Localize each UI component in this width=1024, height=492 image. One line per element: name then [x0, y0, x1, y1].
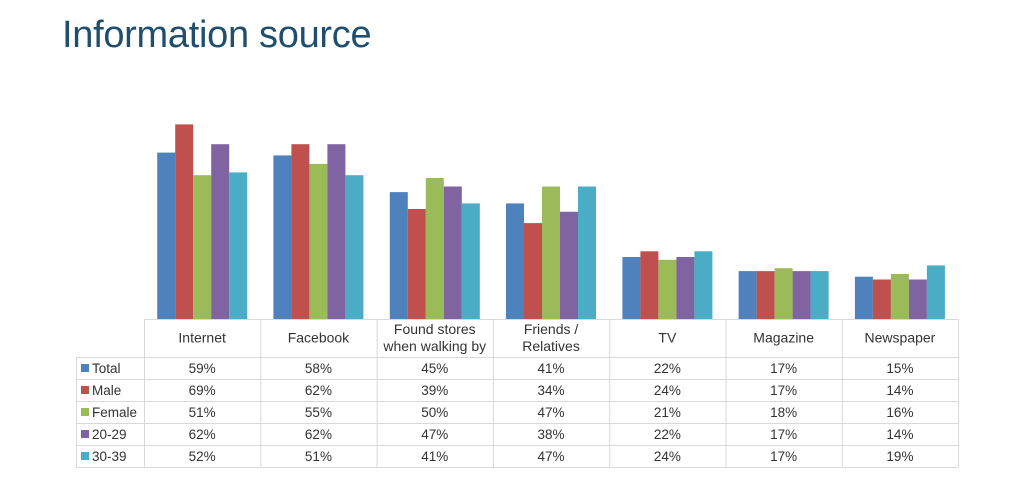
legend-key-male — [81, 386, 89, 394]
bar-facebook-female — [309, 163, 328, 319]
category-label-found-stores-when-walking-by: Found stores when walking by — [382, 321, 486, 354]
cell-male-internet: 69% — [189, 383, 216, 398]
bar-found-stores-when-walking-by-20-29 — [443, 186, 462, 319]
page-title: Information source — [62, 14, 372, 56]
cell-total-tv: 22% — [654, 361, 681, 376]
bar-newspaper-20-29 — [908, 279, 927, 319]
bar-magazine-30-39 — [810, 271, 829, 319]
category-label-friends-relatives: Friends / Relatives — [522, 321, 580, 354]
bar-friends-relatives-male — [524, 223, 542, 319]
legend-label-total: Total — [92, 361, 121, 376]
cell-20-29-magazine: 17% — [770, 427, 797, 442]
bar-tv-total — [622, 257, 641, 319]
cell-male-friends-relatives: 34% — [538, 383, 565, 398]
cell-female-friends-relatives: 47% — [538, 405, 565, 420]
cell-30-39-newspaper: 19% — [886, 449, 913, 464]
cell-30-39-facebook: 51% — [305, 449, 332, 464]
bar-magazine-total — [738, 271, 757, 319]
category-label-newspaper: Newspaper — [865, 330, 936, 346]
bar-found-stores-when-walking-by-total — [389, 192, 408, 319]
bar-magazine-20-29 — [792, 271, 811, 319]
bar-newspaper-30-39 — [926, 265, 945, 319]
cell-total-found-stores-when-walking-by: 45% — [421, 361, 448, 376]
bar-facebook-male — [291, 144, 310, 319]
bar-found-stores-when-walking-by-30-39 — [461, 203, 480, 319]
bar-newspaper-female — [890, 273, 909, 319]
cell-male-newspaper: 14% — [886, 383, 913, 398]
category-label-facebook: Facebook — [288, 330, 350, 346]
bar-magazine-male — [756, 271, 775, 319]
cell-male-magazine: 17% — [770, 383, 797, 398]
cell-total-newspaper: 15% — [886, 361, 913, 376]
cell-20-29-friends-relatives: 38% — [538, 427, 565, 442]
cell-30-39-magazine: 17% — [770, 449, 797, 464]
cell-male-found-stores-when-walking-by: 39% — [421, 383, 448, 398]
bar-facebook-total — [273, 155, 292, 319]
bar-facebook-30-39 — [345, 175, 364, 319]
bar-friends-relatives-30-39 — [578, 186, 596, 319]
cell-total-internet: 59% — [189, 361, 216, 376]
bar-internet-20-29 — [211, 144, 230, 319]
legend-key-30-39 — [81, 452, 89, 460]
cell-female-newspaper: 16% — [886, 405, 913, 420]
cell-female-facebook: 55% — [305, 405, 332, 420]
bar-newspaper-total — [854, 276, 873, 319]
cell-total-magazine: 17% — [770, 361, 797, 376]
cell-male-tv: 24% — [654, 383, 681, 398]
bar-friends-relatives-20-29 — [560, 211, 578, 319]
legend-key-total — [81, 364, 89, 372]
bar-magazine-female — [774, 268, 793, 319]
cell-male-facebook: 62% — [305, 383, 332, 398]
cell-total-friends-relatives: 41% — [538, 361, 565, 376]
cell-30-39-internet: 52% — [189, 449, 216, 464]
cell-female-found-stores-when-walking-by: 50% — [421, 405, 448, 420]
cell-30-39-friends-relatives: 47% — [538, 449, 565, 464]
legend-key-20-29 — [81, 430, 89, 438]
bar-internet-female — [193, 175, 212, 319]
cell-20-29-facebook: 62% — [305, 427, 332, 442]
legend-label-20-29: 20-29 — [92, 427, 127, 442]
cell-20-29-found-stores-when-walking-by: 47% — [421, 427, 448, 442]
cell-20-29-tv: 22% — [654, 427, 681, 442]
bar-internet-30-39 — [229, 172, 248, 319]
bar-found-stores-when-walking-by-female — [425, 178, 444, 319]
bar-tv-male — [640, 251, 659, 319]
bar-found-stores-when-walking-by-male — [407, 209, 426, 319]
legend-label-female: Female — [92, 405, 137, 420]
legend-label-30-39: 30-39 — [92, 449, 127, 464]
category-label-tv: TV — [658, 330, 677, 346]
bar-tv-female — [658, 259, 677, 319]
bar-internet-male — [175, 124, 194, 320]
category-label-internet: Internet — [178, 330, 226, 346]
bar-facebook-20-29 — [327, 144, 346, 319]
bar-internet-total — [157, 152, 176, 319]
cell-30-39-tv: 24% — [654, 449, 681, 464]
bar-tv-20-29 — [676, 257, 695, 319]
category-label-magazine: Magazine — [753, 330, 814, 346]
legend-key-female — [81, 408, 89, 416]
cell-30-39-found-stores-when-walking-by: 41% — [421, 449, 448, 464]
data-table: Internet Facebook Found stores when walking… — [76, 319, 960, 468]
bar-newspaper-male — [872, 279, 891, 319]
cell-total-facebook: 58% — [305, 361, 332, 376]
cell-20-29-internet: 62% — [189, 427, 216, 442]
cell-female-internet: 51% — [189, 405, 216, 420]
bar-friends-relatives-female — [542, 186, 560, 319]
cell-20-29-newspaper: 14% — [886, 427, 913, 442]
cell-female-tv: 21% — [654, 405, 681, 420]
cell-female-magazine: 18% — [770, 405, 797, 420]
bar-tv-30-39 — [694, 251, 713, 319]
legend-label-male: Male — [92, 383, 121, 398]
bars-group — [157, 124, 945, 320]
bar-friends-relatives-total — [506, 203, 524, 319]
